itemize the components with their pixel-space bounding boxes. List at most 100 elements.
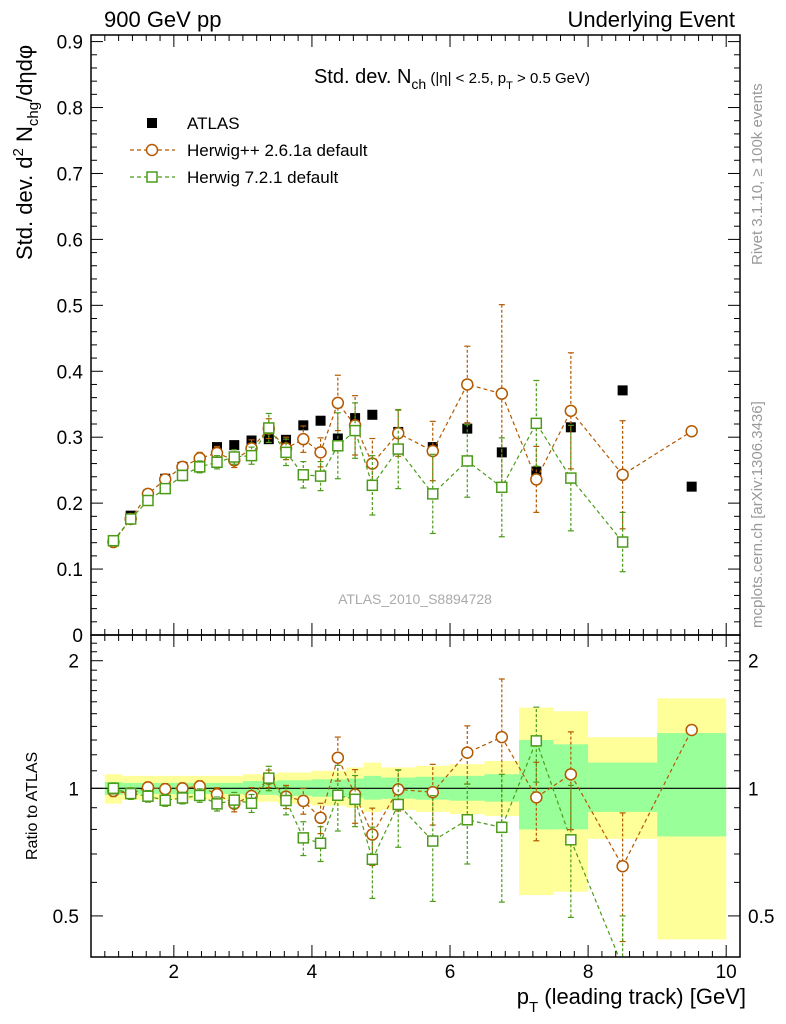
- data-point: [263, 422, 275, 434]
- ratio-point: [124, 787, 137, 800]
- ratio-point: [530, 791, 543, 804]
- legend: ATLAS Herwig++ 2.6.1a default Herwig 7.2…: [130, 114, 368, 187]
- ratio-point: [530, 735, 543, 747]
- ratio-point: [685, 723, 698, 737]
- main-title: Std. dev. Nch (|η| < 2.5, pT > 0.5 GeV): [314, 66, 590, 92]
- ratio-point: [427, 835, 439, 847]
- ratio-series: [107, 678, 698, 971]
- ratio-point: [616, 859, 629, 873]
- data-point: [495, 387, 509, 400]
- main-panel: Std. dev. Nch (|η| < 2.5, pT > 0.5 GeV) …: [10, 33, 741, 647]
- ratio-point: [142, 790, 154, 802]
- ratio-y-tick-label-right: 2: [748, 652, 759, 673]
- ratio-point: [426, 785, 440, 799]
- ratio-point: [564, 768, 578, 781]
- main-series: [107, 304, 698, 573]
- x-axis-label: pT (leading track) [GeV]: [517, 984, 746, 1016]
- ratio-point: [366, 828, 379, 841]
- legend-entry-herwig7: Herwig 7.2.1 default: [130, 168, 338, 187]
- data-point: [107, 534, 120, 547]
- main-y-tick-label: 0.2: [57, 494, 83, 515]
- main-y-tick-label: 0.6: [57, 230, 83, 251]
- ratio-point: [193, 789, 206, 802]
- data-point: [530, 473, 543, 486]
- data-point: [461, 378, 474, 391]
- data-point: [392, 443, 404, 455]
- legend-marker-herwig7: [146, 171, 158, 183]
- watermark: ATLAS_2010_S8894728: [338, 591, 492, 607]
- legend-entry-herwigpp: Herwig++ 2.6.1a default: [130, 141, 368, 160]
- legend-marker-herwigpp: [145, 143, 159, 157]
- data-point: [176, 469, 189, 482]
- data-point: [349, 424, 361, 437]
- ratio-series-line: [113, 729, 693, 868]
- data-point: [461, 455, 474, 467]
- header-left: 900 GeV pp: [104, 7, 221, 32]
- ratio-frame: [90, 634, 741, 958]
- data-point: [297, 432, 310, 446]
- data-point: [616, 468, 629, 482]
- x-tick-label: 6: [445, 962, 456, 983]
- main-y-axis-label: Std. dev. d2 Nchg/dηdφ: [10, 45, 42, 260]
- ratio-point: [245, 797, 258, 810]
- series-2: [107, 379, 629, 573]
- ratio-point: [263, 772, 275, 784]
- ratio-series-1: [107, 706, 628, 971]
- data-point: [297, 469, 310, 481]
- data-point: [564, 404, 578, 418]
- ratio-point: [176, 792, 189, 804]
- data-point: [314, 470, 327, 482]
- data-point: [462, 423, 473, 434]
- data-point: [229, 440, 240, 451]
- x-tick-labels: 2 4 6 8 10: [169, 962, 737, 983]
- x-tick-label: 8: [583, 962, 594, 983]
- legend-label-herwigpp: Herwig++ 2.6.1a default: [187, 141, 368, 160]
- data-point: [159, 482, 171, 495]
- data-point: [530, 417, 543, 430]
- data-point: [366, 479, 379, 492]
- main-y-tick-label: 0.9: [57, 33, 83, 54]
- ratio-point: [495, 730, 509, 744]
- header-right: Underlying Event: [567, 7, 735, 32]
- main-ticks: [91, 35, 740, 636]
- data-point: [142, 494, 154, 507]
- ratio-point: [366, 853, 379, 866]
- main-y-tick-label: 0: [72, 626, 83, 647]
- ratio-ticks: [91, 635, 740, 958]
- ratio-point: [331, 751, 345, 764]
- mcplots-label: mcplots.cern.ch [arXiv:1306.3436]: [749, 401, 766, 628]
- ratio-y-tick-label: 1: [68, 779, 79, 800]
- ratio-y-tick-label: 0.5: [53, 907, 79, 928]
- data-point: [314, 446, 327, 459]
- uncertainty-band-inner: [657, 733, 727, 837]
- data-point: [496, 481, 508, 494]
- ratio-point: [496, 821, 508, 834]
- data-point: [565, 472, 577, 484]
- main-y-tick-label: 0.7: [57, 164, 83, 185]
- data-point: [367, 409, 378, 420]
- data-point: [315, 415, 326, 426]
- ratio-point: [332, 789, 344, 802]
- main-y-tick-label: 0.3: [57, 428, 83, 449]
- legend-entry-atlas: ATLAS: [147, 114, 240, 133]
- ratio-y-tick-labels: 0.5 0.5 1 1 2 2: [53, 652, 775, 928]
- ratio-point: [314, 837, 327, 850]
- data-point: [298, 420, 309, 431]
- ratio-point: [618, 961, 628, 971]
- data-point: [193, 461, 206, 473]
- data-point: [228, 451, 241, 463]
- ratio-point: [314, 811, 327, 825]
- ratio-bands: [104, 698, 727, 940]
- ratio-point: [565, 834, 577, 846]
- data-point: [245, 449, 258, 462]
- data-point: [427, 488, 439, 500]
- main-y-tick-label: 0.4: [57, 362, 84, 383]
- data-point: [616, 536, 629, 548]
- data-point: [331, 396, 345, 410]
- ratio-panel: 0.5 0.5 1 1 2 2 2 4 6 8 10 Ratio to ATLAS pT (lea…: [24, 634, 775, 1016]
- ratio-point: [461, 746, 474, 759]
- ratio-point: [211, 798, 223, 810]
- x-tick-label: 4: [307, 962, 318, 983]
- main-y-tick-label: 0.5: [57, 296, 83, 317]
- ratio-point: [107, 782, 120, 795]
